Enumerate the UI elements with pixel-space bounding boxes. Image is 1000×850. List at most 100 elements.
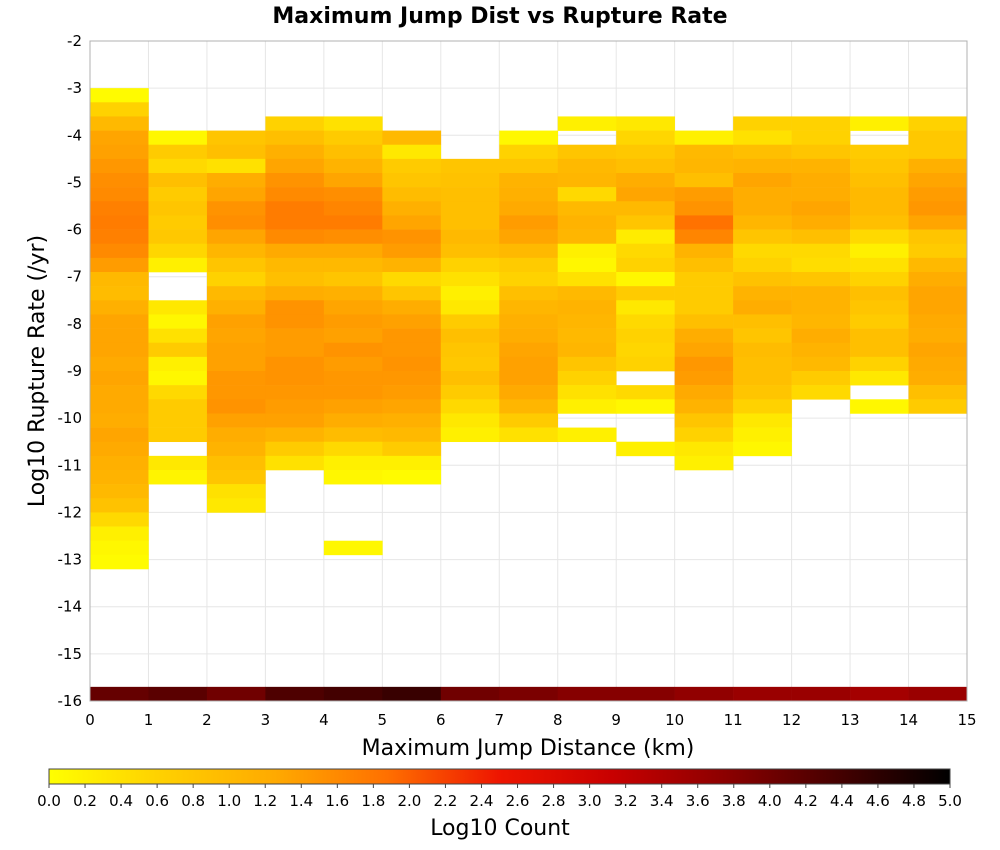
heatmap-cell [499, 371, 559, 386]
heatmap-cell [90, 243, 149, 259]
heatmap-cell [850, 243, 909, 259]
heatmap-cell [148, 385, 208, 400]
y-tick-label: -7 [67, 268, 82, 286]
y-tick-label: -4 [67, 126, 82, 144]
x-tick-label: 2 [202, 711, 212, 729]
heatmap-cell [265, 399, 325, 414]
heatmap-cell [674, 257, 734, 273]
heatmap-cell [440, 229, 500, 245]
heatmap-cell [908, 187, 968, 202]
heatmap-cell [382, 371, 442, 386]
heatmap-cell [791, 385, 851, 400]
heatmap-cell [616, 385, 675, 400]
heatmap-cell [440, 356, 500, 372]
heatmap-cell [499, 272, 559, 287]
heatmap-cell [148, 158, 208, 174]
heatmap-cell [148, 257, 208, 273]
heatmap-cell [557, 328, 617, 344]
heatmap-cells [90, 88, 968, 701]
heatmap-cell [206, 328, 266, 344]
heatmap-cell [557, 356, 617, 372]
heatmap-cell [674, 385, 734, 400]
heatmap-cell [90, 257, 149, 273]
heatmap-cell [440, 257, 500, 273]
heatmap-cell [265, 243, 325, 259]
heatmap-cell [90, 328, 149, 344]
heatmap-cell [206, 470, 266, 485]
heatmap-cell [148, 187, 208, 202]
colorbar-tick-label: 3.0 [578, 792, 602, 810]
heatmap-cell [674, 243, 734, 259]
heatmap-cell [265, 229, 325, 245]
heatmap-cell [206, 144, 266, 160]
heatmap-cell [440, 399, 500, 414]
heatmap-cell [265, 144, 325, 160]
chart-title: Maximum Jump Dist vs Rupture Rate [272, 4, 727, 29]
heatmap-cell [382, 272, 442, 287]
colorbar-tick-label: 1.0 [217, 792, 241, 810]
heatmap-cell [382, 470, 442, 485]
heatmap-cell [791, 686, 851, 701]
heatmap-cell [616, 328, 675, 344]
heatmap-cell [323, 328, 383, 344]
heatmap-cell [674, 201, 734, 216]
heatmap-cell [206, 173, 266, 188]
heatmap-cell [323, 314, 383, 329]
heatmap-cell [733, 371, 792, 386]
heatmap-cell [557, 173, 617, 188]
heatmap-cell [148, 144, 208, 160]
heatmap-cell [148, 201, 208, 216]
heatmap-cell [265, 441, 325, 457]
heatmap-cell [733, 243, 792, 259]
heatmap-cell [733, 229, 792, 245]
heatmap-cell [499, 215, 559, 230]
x-tick-label: 15 [957, 711, 976, 729]
colorbar-tick-label: 2.8 [542, 792, 566, 810]
heatmap-cell [265, 686, 325, 701]
heatmap-cell [382, 427, 442, 443]
heatmap-cell [674, 173, 734, 188]
heatmap-cell [499, 243, 559, 259]
heatmap-cell [674, 314, 734, 329]
x-tick-label: 11 [724, 711, 743, 729]
heatmap-cell [323, 300, 383, 315]
heatmap-cell [908, 272, 968, 287]
heatmap-cell [674, 455, 734, 471]
heatmap-cell [323, 686, 383, 701]
heatmap-cell [557, 342, 617, 358]
heatmap-cell [265, 215, 325, 230]
heatmap-cell [674, 371, 734, 386]
heatmap-cell [148, 371, 208, 386]
heatmap-cell [908, 243, 968, 259]
heatmap-cell [323, 385, 383, 400]
heatmap-cell [382, 201, 442, 216]
heatmap-cell [148, 427, 208, 443]
heatmap-cell [323, 455, 383, 471]
heatmap-cell [908, 371, 968, 386]
heatmap-cell [733, 215, 792, 230]
x-tick-label: 0 [85, 711, 95, 729]
y-axis-ticks: -2 -3 -4 -5 -6 -7 -8 -9 -10 -11 -12 -13 -14 -15 -16 [58, 32, 83, 710]
heatmap-cell [850, 229, 909, 245]
x-tick-label: 4 [319, 711, 329, 729]
heatmap-cell [616, 144, 675, 160]
heatmap-cell [733, 144, 792, 160]
x-tick-label: 5 [378, 711, 388, 729]
heatmap-cell [791, 130, 851, 146]
heatmap-cell [791, 187, 851, 202]
heatmap-cell [850, 314, 909, 329]
heatmap-cell [206, 229, 266, 245]
heatmap-cell [148, 173, 208, 188]
heatmap-cell [733, 385, 792, 400]
heatmap-cell [791, 272, 851, 287]
heatmap-cell [908, 686, 968, 701]
heatmap-cell [733, 399, 792, 414]
heatmap-cell [499, 314, 559, 329]
heatmap-cell [674, 144, 734, 160]
heatmap-cell [440, 201, 500, 216]
heatmap-cell [382, 173, 442, 188]
heatmap-cell [616, 158, 675, 174]
heatmap-cell [265, 427, 325, 443]
heatmap-cell [908, 116, 968, 131]
heatmap-cell [323, 243, 383, 259]
